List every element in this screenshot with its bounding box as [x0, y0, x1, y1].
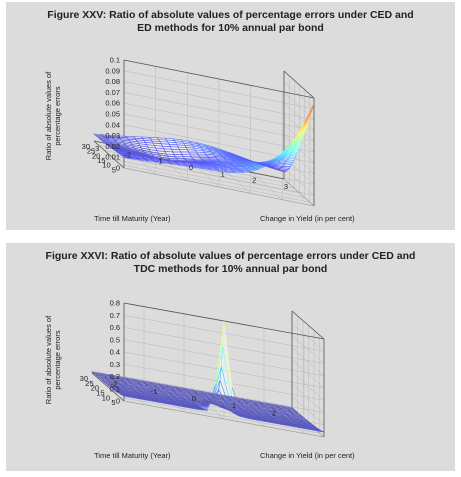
- y-tick-label: 15: [97, 156, 105, 165]
- x-tick-label: -2: [124, 150, 131, 159]
- z-tick-label: 0.6: [110, 323, 120, 332]
- figure-xxvi-panel: Figure XXVI: Ratio of absolute values of…: [6, 243, 455, 471]
- z-tick-label: 0.4: [110, 348, 120, 357]
- z-axis-label: Ratio of absolute values of percentage e…: [44, 315, 62, 405]
- x-tick-label: 0: [192, 394, 196, 403]
- y-tick-label: 30: [80, 374, 88, 383]
- y-tick-label: 25: [87, 147, 95, 156]
- axis-edge: [123, 167, 315, 207]
- y-gridline: [109, 154, 300, 194]
- tick-labels: 00.10.20.30.40.50.60.70.851015202530-2-1…: [80, 299, 276, 418]
- x-tick-label: 1: [221, 169, 225, 178]
- y-axis-label: Time till Maturity (Year): [94, 214, 171, 223]
- z-tick-label: 0.8: [110, 299, 120, 308]
- x-axis-label: Change in Yield (in per cent): [260, 451, 355, 460]
- surface-plot: 0 0.01 0.02 0.03 0.040.05 0.06 0.07 0.08 0.090.1…: [82, 56, 315, 207]
- x-tick-label: -2: [111, 380, 118, 389]
- axis-edge: [91, 372, 125, 402]
- y-tick-label: 5: [111, 398, 115, 407]
- z-tick-label: 0.3: [110, 360, 120, 369]
- z-axis-label: Ratio of absolute values of percentage e…: [44, 71, 62, 161]
- y-tick-label: 20: [91, 384, 99, 393]
- axis-edge: [291, 310, 325, 340]
- y-tick-label: 25: [85, 379, 93, 388]
- z-tick-label: 0.04: [105, 120, 120, 129]
- z-tick-label: 0: [116, 164, 120, 173]
- z-tick-label: 0.06: [105, 99, 120, 108]
- z-gridline: [291, 335, 325, 364]
- z-gridline: [283, 168, 315, 196]
- z-tick-label: 0.02: [105, 142, 120, 151]
- z-tick-label: 0.1: [110, 384, 120, 393]
- x-tick-label: 1: [232, 401, 236, 410]
- z-tick-label: 0.7: [110, 311, 120, 320]
- z-tick-label: 0.09: [105, 66, 120, 75]
- y-tick-label: 30: [82, 142, 90, 151]
- z-tick-label: 0.03: [105, 131, 120, 140]
- axis-edge: [93, 140, 125, 169]
- axis-edge: [283, 178, 315, 207]
- y-tick-label: 15: [96, 388, 104, 397]
- title-line-1: Figure XXV: Ratio of absolute values of …: [47, 9, 414, 21]
- z-tick-label: 0.01: [105, 153, 120, 162]
- surface-mesh: [92, 103, 315, 174]
- x-tick-label: 0: [189, 163, 193, 172]
- x-tick-label: -1: [151, 387, 158, 396]
- z-gridline: [291, 372, 325, 401]
- x-tick-label: 2: [272, 408, 276, 417]
- z-tick-label: 0.5: [110, 335, 120, 344]
- tick-labels: 0 0.01 0.02 0.03 0.040.05 0.06 0.07 0.08 0.090.1…: [82, 56, 288, 192]
- z-gridline: [291, 323, 325, 352]
- z-tick-label: 0: [116, 397, 120, 406]
- y-gridline: [114, 159, 305, 198]
- surface-mesh: [90, 320, 325, 433]
- axis-edge: [123, 59, 315, 99]
- y-tick-label: 20: [92, 151, 100, 160]
- z-tick-label: 0.05: [105, 110, 120, 119]
- surface-cell: [92, 133, 105, 137]
- surface-plot: 00.10.20.30.40.50.60.70.851015202530-2-1…: [80, 299, 325, 438]
- y-gridline: [119, 164, 310, 203]
- axis-edge: [283, 70, 315, 99]
- surface-cell: [90, 371, 102, 375]
- z-tick-label: 0.2: [110, 372, 120, 381]
- chart-title: Figure XXV: Ratio of absolute values of …: [6, 9, 455, 35]
- z-gridline: [291, 347, 325, 376]
- x-axis-label: Change in Yield (in per cent): [260, 214, 355, 223]
- axis-edge: [123, 400, 325, 438]
- y-gridline: [119, 396, 320, 434]
- title-line-1: Figure XXVI: Ratio of absolute values of…: [45, 250, 416, 262]
- y-tick-label: 10: [102, 393, 110, 402]
- surface-cell: [180, 151, 191, 155]
- z-gridline: [291, 384, 325, 413]
- x-tick-label: -1: [156, 157, 163, 166]
- z-gridline: [291, 359, 325, 389]
- z-tick-label: 0.1: [110, 56, 120, 65]
- y-axis-label: Time till Maturity (Year): [94, 451, 171, 460]
- axes-box: [93, 59, 315, 207]
- z-tick-label: 0.07: [105, 88, 120, 97]
- y-tick-label: 10: [102, 161, 110, 170]
- x-tick-label: -3: [93, 144, 100, 153]
- y-tick-label: 5: [112, 165, 116, 174]
- surface-cell: [172, 151, 183, 155]
- chart-title: Figure XXVI: Ratio of absolute values of…: [6, 250, 455, 276]
- title-line-2: TDC methods for 10% annual par bond: [133, 263, 328, 275]
- z-tick-label: 0.08: [105, 77, 120, 86]
- figure-xxv-panel: Figure XXV: Ratio of absolute values of …: [6, 2, 455, 230]
- title-line-2: ED methods for 10% annual par bond: [137, 22, 324, 34]
- x-tick-label: 3: [284, 182, 288, 191]
- x-tick-label: 2: [252, 176, 256, 185]
